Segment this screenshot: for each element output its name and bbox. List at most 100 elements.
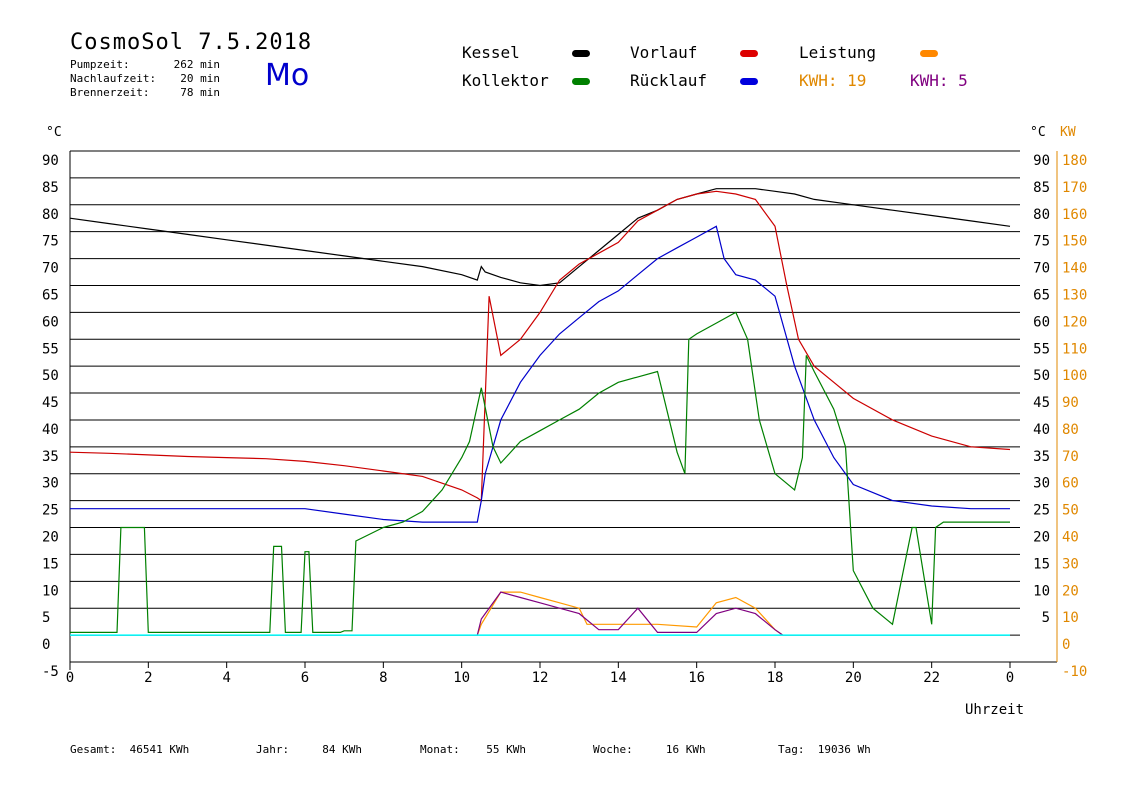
y-tick-left: 80 [42, 207, 59, 223]
info-nachlaufzeit: Nachlaufzeit: 20 min [70, 72, 220, 85]
series-lines [69, 188, 1011, 636]
legend-kollektor-swatch [572, 78, 590, 85]
y-tick-right-temp: 70 [1033, 261, 1050, 277]
x-tick-label: 14 [610, 670, 627, 686]
y-tick-right-kw: 110 [1062, 341, 1087, 357]
info-value: 78 min [180, 86, 220, 99]
y-tick-right-kw: 150 [1062, 234, 1087, 250]
chart-title: CosmoSol 7.5.2018 [70, 30, 313, 55]
y-tick-right-kw: 90 [1062, 395, 1079, 411]
y-tick-right-kw: 0 [1062, 637, 1070, 653]
y-tick-left: 50 [42, 368, 59, 384]
y-tick-right-temp: 35 [1033, 449, 1050, 465]
x-tick-label: 0 [1006, 670, 1014, 686]
x-tick-label: 12 [532, 670, 549, 686]
y-tick-right-kw: -10 [1062, 664, 1087, 680]
tick-labels: 908580757065605550454035302520151050-590… [42, 153, 1087, 686]
y-tick-right-kw: 140 [1062, 261, 1087, 277]
x-tick-label: 18 [767, 670, 784, 686]
info-label: Pumpzeit: [70, 58, 130, 71]
info-label: Nachlaufzeit: [70, 72, 157, 85]
y-tick-right-kw: 80 [1062, 422, 1079, 438]
y-tick-left: 25 [42, 503, 59, 519]
y-axis-label-left: °C [46, 125, 62, 140]
y-tick-right-kw: 40 [1062, 530, 1079, 546]
legend-vorlauf-label: Vorlauf [630, 43, 698, 62]
y-tick-right-temp: 30 [1033, 476, 1050, 492]
series-vorlauf-line [69, 190, 1011, 502]
y-tick-left: 60 [42, 314, 59, 330]
series-kessel-line [69, 188, 1011, 287]
y-tick-right-kw: 180 [1062, 153, 1087, 169]
y-tick-left: 55 [42, 341, 59, 357]
grid-lines [69, 150, 1058, 670]
footer-jahr: Jahr: 84 KWh [256, 743, 362, 756]
x-tick-label: 6 [301, 670, 309, 686]
y-tick-right-temp: 40 [1033, 422, 1050, 438]
y-tick-right-temp: 5 [1042, 610, 1050, 626]
y-tick-left: 75 [42, 234, 59, 250]
info-pumpzeit: Pumpzeit: 262 min [70, 58, 220, 71]
x-tick-label: 22 [923, 670, 940, 686]
legend-kessel-swatch [572, 50, 590, 57]
legend-vorlauf-swatch [740, 50, 758, 57]
y-tick-right-temp: 20 [1033, 530, 1050, 546]
info-brennerzeit: Brennerzeit: 78 min [70, 86, 220, 99]
footer-woche: Woche: 16 KWh [593, 743, 706, 756]
legend-kessel-label: Kessel [462, 43, 520, 62]
y-tick-right-temp: 60 [1033, 314, 1050, 330]
legend-leistung-label: Leistung [799, 43, 877, 62]
y-tick-left: 30 [42, 476, 59, 492]
y-tick-left: 20 [42, 530, 59, 546]
x-tick-label: 2 [144, 670, 152, 686]
y-tick-left: 10 [42, 583, 59, 599]
y-tick-right-kw: 170 [1062, 180, 1087, 196]
legend-kwh-purple: KWH: 5 [910, 71, 968, 90]
y-tick-left: 0 [42, 637, 50, 653]
y-tick-left: 65 [42, 287, 59, 303]
legend-ruecklauf-label: Rücklauf [630, 71, 708, 90]
y-tick-right-temp: 15 [1033, 556, 1050, 572]
x-axis-label: Uhrzeit [965, 702, 1024, 718]
y-tick-right-temp: 25 [1033, 503, 1050, 519]
legend-ruecklauf-swatch [740, 78, 758, 85]
y-tick-right-temp: 50 [1033, 368, 1050, 384]
y-tick-right-temp: 90 [1033, 153, 1050, 169]
legend-kollektor-label: Kollektor [462, 71, 549, 90]
y-tick-right-kw: 30 [1062, 556, 1079, 572]
series-leistung-line [70, 591, 1010, 636]
y-tick-left: 15 [42, 556, 59, 572]
info-value: 262 min [173, 58, 220, 71]
info-label: Brennerzeit: [70, 86, 150, 99]
footer-tag: Tag: 19036 Wh [778, 743, 871, 756]
y-tick-right-temp: 85 [1033, 180, 1050, 196]
y-tick-left: 35 [42, 449, 59, 465]
x-tick-label: 8 [379, 670, 387, 686]
info-value: 20 min [180, 72, 220, 85]
y-tick-left: 85 [42, 180, 59, 196]
y-tick-left: 45 [42, 395, 59, 411]
series-purple-line [70, 591, 1010, 636]
y-axis-label-right-temp: °C [1030, 125, 1046, 140]
y-tick-right-temp: 65 [1033, 287, 1050, 303]
legend-kwh-orange: KWH: 19 [799, 71, 867, 90]
footer-monat: Monat: 55 KWh [420, 743, 526, 756]
y-axis-label-right-kw: KW [1060, 125, 1076, 140]
weekday-label: Mo [265, 58, 310, 93]
y-tick-left: 5 [42, 610, 50, 626]
y-tick-right-kw: 50 [1062, 503, 1079, 519]
legend-leistung-swatch [920, 50, 938, 57]
y-tick-right-kw: 10 [1062, 610, 1079, 626]
y-tick-left: 40 [42, 422, 59, 438]
y-tick-left: -5 [42, 664, 59, 680]
series-ruecklauf-line [70, 225, 1010, 523]
y-tick-right-temp: 55 [1033, 341, 1050, 357]
y-tick-right-temp: 80 [1033, 207, 1050, 223]
x-tick-label: 16 [688, 670, 705, 686]
x-tick-label: 0 [66, 670, 74, 686]
y-tick-right-temp: 45 [1033, 395, 1050, 411]
series-kollektor-line [70, 311, 1010, 633]
y-tick-right-temp: 10 [1033, 583, 1050, 599]
y-tick-right-kw: 20 [1062, 583, 1079, 599]
